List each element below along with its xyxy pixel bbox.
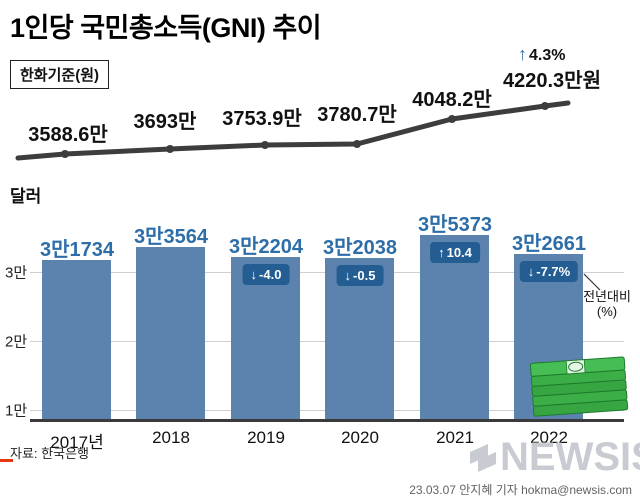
won-change-value: 4.3% <box>529 47 566 64</box>
bar-2017 <box>42 260 111 420</box>
newsis-watermark-text: NEWSIS <box>500 435 640 479</box>
yoy-note-line1: 전년대비 <box>583 289 631 304</box>
ytick-3man: 3만 <box>5 264 28 282</box>
won-value-2021: 4048.2만 <box>412 89 492 111</box>
won-value-2018: 3693만 <box>133 111 197 133</box>
dollar-basis-label: 달러 <box>10 187 42 206</box>
xlabel-2020: 2020 <box>341 428 379 447</box>
won-value-2019: 3753.9만 <box>222 108 302 130</box>
page-title: 1인당 국민총소득(GNI) 추이 <box>10 13 322 43</box>
yoy-badge-2021: ↑ 10.4 <box>430 242 480 263</box>
bar-2018 <box>136 247 205 420</box>
yoy-note-connector <box>583 273 601 291</box>
yoy-value-2022: -7.7% <box>536 264 571 279</box>
up-arrow-icon: ↑ <box>438 245 445 260</box>
dollar-value-2019: 3만2204 <box>228 236 304 258</box>
dollar-value-2021: 3만5373 <box>417 214 493 236</box>
yoy-badge-2019: ↓ -4.0 <box>242 264 290 285</box>
red-accent-line <box>0 459 13 462</box>
won-value-2017: 3588.6만 <box>28 124 108 146</box>
ytick-1man: 1만 <box>5 402 28 420</box>
ytick-2man: 2만 <box>5 333 28 351</box>
xlabel-2019: 2019 <box>247 428 285 447</box>
won-value-2020: 3780.7만 <box>317 104 397 126</box>
xlabel-2017: 2017년 <box>50 433 104 452</box>
newsis-logo-icon <box>470 444 496 472</box>
yoy-badge-2022: ↓ -7.7% <box>519 261 579 282</box>
yoy-value-2021: 10.4 <box>446 245 472 260</box>
won-change-annotation: ↑ 4.3% <box>518 44 565 65</box>
xlabel-2018: 2018 <box>152 428 190 447</box>
source-note: 자료: 한국은행 <box>10 446 89 461</box>
newsis-watermark: NEWSIS <box>468 437 640 477</box>
down-arrow-icon: ↓ <box>250 267 258 282</box>
down-arrow-icon: ↓ <box>344 268 352 283</box>
dollar-value-2022: 3만2661 <box>511 233 587 255</box>
xlabel-2021: 2021 <box>436 428 474 447</box>
won-line-chart <box>15 100 571 161</box>
dollar-value-2020: 3만2038 <box>322 237 398 259</box>
yoy-value-2019: -4.0 <box>259 267 282 282</box>
dollar-value-2018: 3만3564 <box>133 226 209 248</box>
down-arrow-icon: ↓ <box>527 264 535 279</box>
dollar-value-2017: 3만1734 <box>39 239 115 261</box>
up-arrow-icon: ↑ <box>518 44 527 64</box>
yoy-note-line2: (%) <box>596 304 618 319</box>
bar-2021 <box>420 235 489 420</box>
won-value-2022: 4220.3만원 <box>503 70 601 92</box>
x-axis-line <box>30 419 624 422</box>
yoy-badge-2020: ↓ -0.5 <box>336 265 384 286</box>
yoy-note: 전년대비 (%) <box>574 289 640 319</box>
money-stack-icon <box>529 356 629 417</box>
xlabel-2022: 2022 <box>530 428 568 447</box>
won-basis-label: 한화기준(원) <box>10 60 109 89</box>
yoy-value-2020: -0.5 <box>353 268 376 283</box>
byline-credit: 23.03.07 안지혜 기자 hokma@newsis.com <box>409 483 632 497</box>
